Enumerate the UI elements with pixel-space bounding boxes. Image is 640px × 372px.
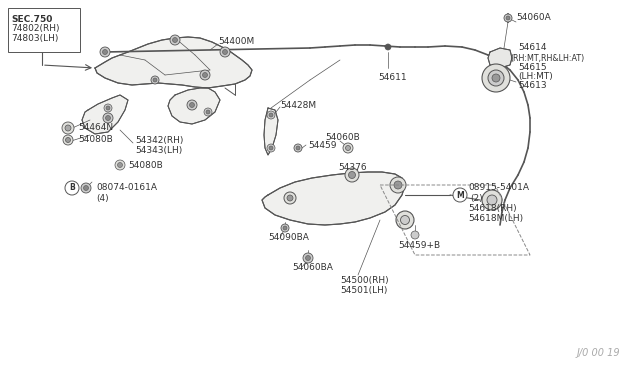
Circle shape [492,74,500,82]
Circle shape [294,144,302,152]
Text: 54464N: 54464N [78,124,113,132]
Text: 08915-5401A: 08915-5401A [468,183,529,192]
Text: 74802(RH): 74802(RH) [11,25,60,33]
Circle shape [267,144,275,152]
Circle shape [303,253,313,263]
Text: 54060A: 54060A [516,13,551,22]
Circle shape [506,16,510,20]
Text: 54400M: 54400M [218,38,254,46]
Circle shape [284,192,296,204]
Circle shape [349,171,355,179]
Circle shape [65,181,79,195]
Circle shape [345,168,359,182]
Text: 54060BA: 54060BA [292,263,333,273]
Polygon shape [264,108,278,155]
Circle shape [394,181,402,189]
Polygon shape [82,95,128,134]
Circle shape [385,44,391,50]
Text: 54613: 54613 [518,80,547,90]
Circle shape [102,49,108,55]
Circle shape [287,195,293,201]
Text: SEC.750: SEC.750 [11,16,52,25]
Text: 54611: 54611 [378,74,406,83]
Text: (4): (4) [96,193,109,202]
Text: 54343(LH): 54343(LH) [135,145,182,154]
Circle shape [106,115,111,121]
Circle shape [267,111,275,119]
Text: (LH:MT): (LH:MT) [518,71,553,80]
Circle shape [482,64,510,92]
Text: 54376: 54376 [338,164,367,173]
Text: 54618(RH): 54618(RH) [468,203,516,212]
Circle shape [204,108,212,116]
Circle shape [343,143,353,153]
Text: 54342(RH): 54342(RH) [135,135,184,144]
Circle shape [283,226,287,230]
Circle shape [390,177,406,193]
Circle shape [396,211,414,229]
Circle shape [346,145,351,151]
Polygon shape [168,88,220,124]
Circle shape [170,35,180,45]
Circle shape [220,47,230,57]
Text: 74803(LH): 74803(LH) [11,33,58,42]
Circle shape [81,183,91,193]
Circle shape [100,47,110,57]
Circle shape [269,113,273,117]
Text: 54500(RH): 54500(RH) [340,276,388,285]
Circle shape [65,138,70,142]
Text: 54090BA: 54090BA [268,234,309,243]
Polygon shape [95,37,252,88]
Text: B: B [69,183,75,192]
Circle shape [153,78,157,82]
Text: J/0 00 19: J/0 00 19 [577,348,620,358]
Circle shape [269,146,273,150]
Text: 54080B: 54080B [78,135,113,144]
Circle shape [206,110,210,114]
Circle shape [62,122,74,134]
Circle shape [115,160,125,170]
Circle shape [106,106,110,110]
Text: 54614: 54614 [518,44,547,52]
Circle shape [488,70,504,86]
Circle shape [189,103,195,108]
Text: 54501(LH): 54501(LH) [340,285,387,295]
Circle shape [487,195,497,205]
Circle shape [504,14,512,22]
Text: 54080B: 54080B [128,160,163,170]
Circle shape [281,224,289,232]
Circle shape [65,125,71,131]
Text: 54428M: 54428M [280,100,316,109]
Text: M: M [456,190,464,199]
Circle shape [151,76,159,84]
Polygon shape [488,48,512,68]
Polygon shape [262,172,405,225]
Text: (RH:MT,RH&LH:AT): (RH:MT,RH&LH:AT) [510,54,584,62]
Circle shape [411,231,419,239]
Circle shape [296,146,300,150]
Text: (2): (2) [470,193,483,202]
Circle shape [103,113,113,123]
Circle shape [223,49,227,55]
Circle shape [63,135,73,145]
Text: 08074-0161A: 08074-0161A [96,183,157,192]
Circle shape [173,38,177,42]
Circle shape [83,186,88,190]
Text: 54060B: 54060B [325,134,360,142]
Circle shape [305,256,310,260]
Circle shape [401,215,410,224]
Circle shape [200,70,210,80]
FancyBboxPatch shape [8,8,80,52]
Circle shape [453,188,467,202]
Circle shape [104,104,112,112]
Circle shape [187,100,197,110]
Circle shape [482,190,502,210]
Text: 54615: 54615 [518,64,547,73]
Circle shape [202,73,207,77]
Circle shape [118,163,122,167]
Text: 54618M(LH): 54618M(LH) [468,214,523,222]
Text: 54459+B: 54459+B [398,241,440,250]
Text: 54459: 54459 [308,141,337,150]
